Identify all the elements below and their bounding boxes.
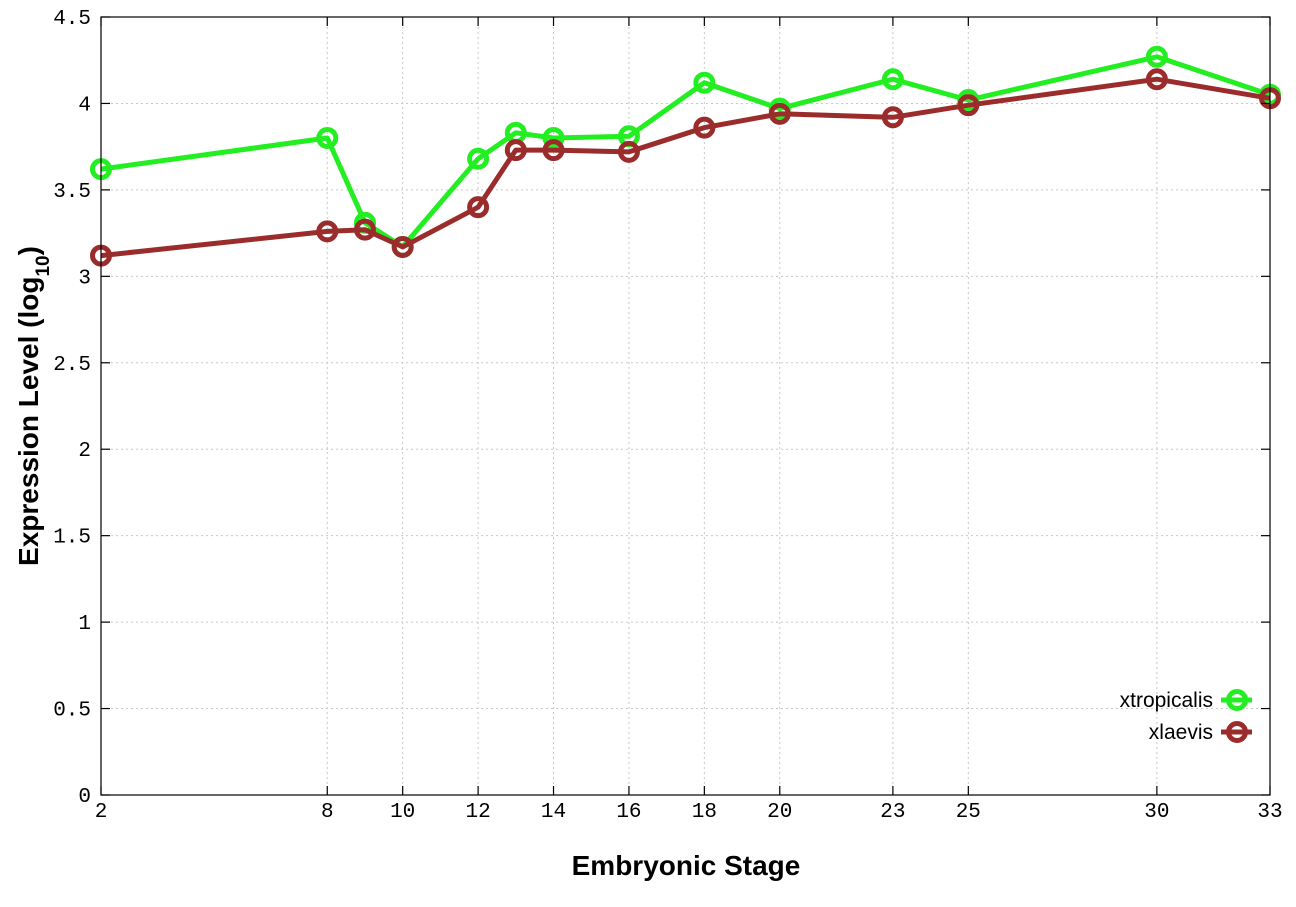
legend-marker-swatch [1226, 721, 1248, 743]
legend-label: xtropicalis [1120, 689, 1213, 712]
data-point-xlaevis [353, 218, 376, 241]
x-tick-label: 23 [880, 801, 905, 824]
y-tick-label: 4 [78, 94, 91, 117]
y-tick-label: 0 [78, 786, 91, 809]
y-axis-title-subscript: 10 [33, 255, 54, 276]
x-tick-label: 30 [1144, 801, 1169, 824]
series-xlaevis [90, 68, 1281, 267]
y-tick-label: 1.5 [53, 527, 91, 550]
y-axis-title-main: Expression Level (log [13, 277, 44, 566]
data-point-xlaevis [693, 116, 716, 139]
x-tick-label: 10 [390, 801, 415, 824]
series-line-xlaevis [100, 76, 1271, 259]
data-point-xlaevis [957, 94, 980, 117]
x-tick-label: 20 [767, 801, 792, 824]
legend: xtropicalis xlaevis [1120, 689, 1252, 744]
data-point-xtropicalis [881, 68, 904, 91]
x-axis-title: Embryonic Stage [572, 850, 801, 881]
y-axis-title: Expression Level (log10) [13, 246, 54, 566]
x-tick-label: 25 [956, 801, 981, 824]
series-xtropicalis [90, 45, 1281, 258]
plot-frame [100, 16, 1271, 796]
x-tick-label: 18 [692, 801, 717, 824]
x-tick-label: 16 [616, 801, 641, 824]
data-point-xtropicalis [693, 71, 716, 94]
x-tick-labels: 2 8 10 12 14 16 18 20 23 25 30 33 [95, 801, 1283, 824]
y-axis-title-end: ) [13, 246, 44, 255]
data-point-xtropicalis [542, 127, 565, 150]
legend-marker-swatch [1226, 689, 1248, 711]
data-point-xlaevis [504, 139, 527, 162]
y-tick-labels: 0 0.5 1 1.5 2 2.5 3 3.5 4 4.5 [53, 8, 91, 809]
x-tick-label: 12 [465, 801, 490, 824]
data-point-xtropicalis [316, 127, 339, 150]
y-tick-label: 1 [78, 613, 91, 636]
data-point-xlaevis [768, 102, 791, 125]
y-tick-label: 2 [78, 440, 91, 463]
legend-label: xlaevis [1149, 721, 1213, 744]
data-point-xlaevis [881, 106, 904, 129]
data-point-xlaevis [617, 140, 640, 163]
data-point-xtropicalis [1145, 45, 1168, 68]
x-tick-label: 33 [1257, 801, 1282, 824]
y-tick-label: 0.5 [53, 700, 91, 723]
y-tick-label: 4.5 [53, 8, 91, 31]
legend-entry-xtropicalis: xtropicalis [1120, 689, 1252, 712]
data-point-xlaevis [391, 235, 414, 258]
data-point-xlaevis [467, 196, 490, 219]
x-tick-label: 8 [321, 801, 334, 824]
data-point-xlaevis [316, 220, 339, 243]
data-point-xlaevis [542, 139, 565, 162]
x-tick-label: 14 [541, 801, 566, 824]
y-tick-label: 3 [78, 267, 91, 290]
data-point-xtropicalis [467, 147, 490, 170]
x-tick-label: 2 [95, 801, 108, 824]
data-point-xlaevis [1145, 68, 1168, 91]
y-tick-label: 3.5 [53, 181, 91, 204]
y-tick-label: 2.5 [53, 354, 91, 377]
ticks [100, 16, 1271, 796]
legend-entry-xlaevis: xlaevis [1149, 721, 1252, 744]
series-layer [90, 45, 1281, 267]
